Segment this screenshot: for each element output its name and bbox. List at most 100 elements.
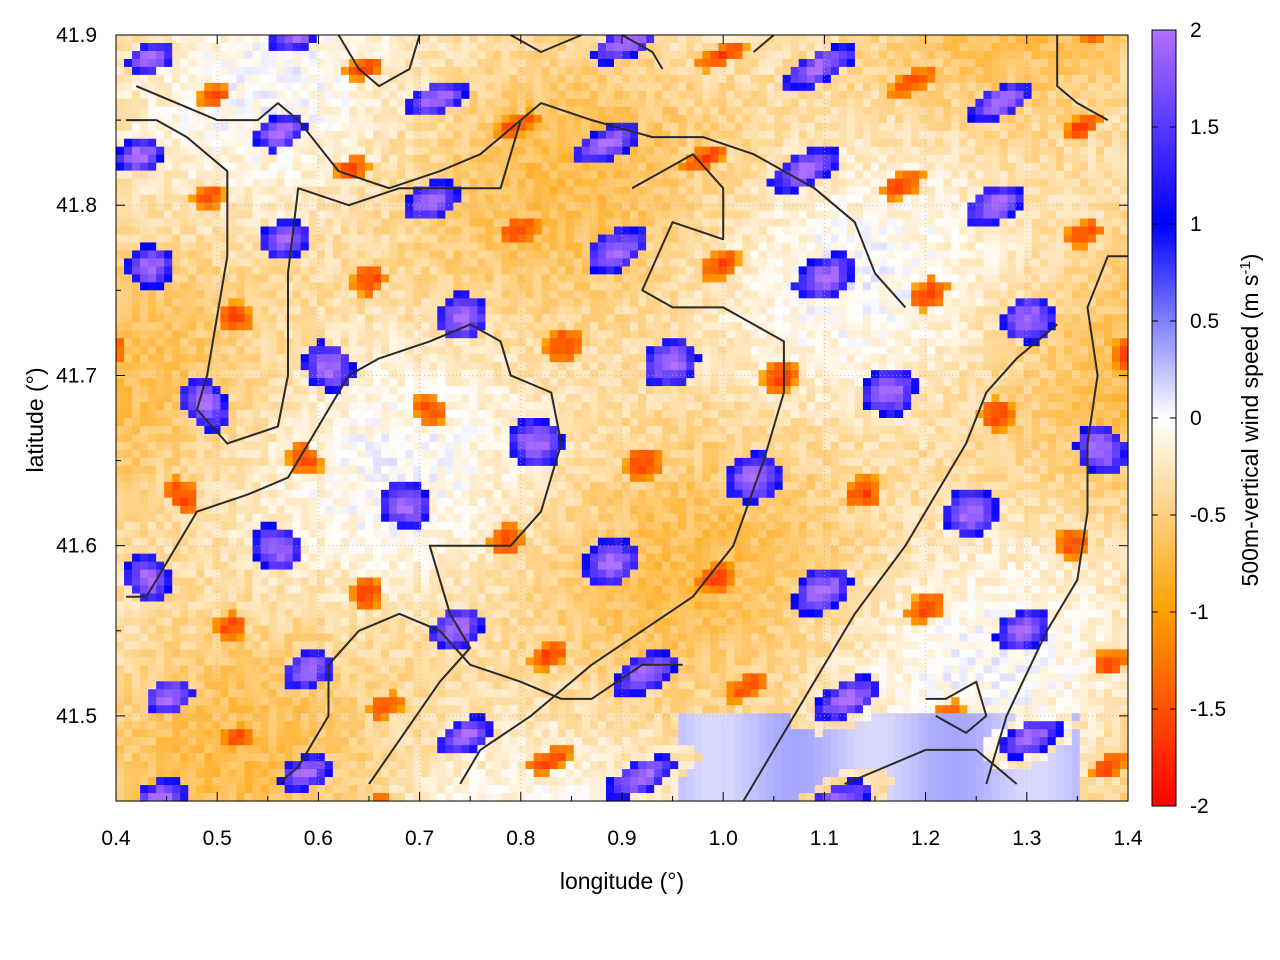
heatmap-cell: [951, 178, 960, 188]
heatmap-cell: [822, 282, 832, 291]
heatmap-cell: [774, 194, 784, 204]
heatmap-cell: [324, 146, 334, 156]
heatmap-cell: [919, 242, 928, 252]
heatmap-cell: [445, 314, 454, 323]
heatmap-cell: [597, 170, 607, 180]
heatmap-cell: [862, 146, 872, 156]
heatmap-cell: [975, 314, 985, 323]
heatmap-cell: [501, 234, 511, 244]
heatmap-cell: [541, 298, 551, 307]
heatmap-cell: [646, 114, 655, 124]
heatmap-cell: [501, 114, 511, 124]
heatmap-cell: [782, 122, 792, 132]
heatmap-cell: [477, 322, 487, 331]
heatmap-cell: [943, 106, 952, 116]
heatmap-cell: [557, 274, 567, 283]
heatmap-cell: [879, 74, 888, 84]
heatmap-cell: [919, 138, 928, 148]
heatmap-cell: [316, 338, 326, 347]
heatmap-cell: [477, 74, 487, 84]
heatmap-cell: [493, 50, 503, 60]
heatmap-cell: [148, 346, 157, 355]
heatmap-cell: [935, 50, 944, 60]
heatmap-cell: [236, 114, 246, 124]
heatmap-cell: [943, 162, 952, 172]
heatmap-cell: [485, 130, 495, 140]
heatmap-cell: [991, 242, 1001, 252]
heatmap-cell: [437, 298, 446, 307]
heatmap-cell: [862, 314, 872, 323]
heatmap-cell: [557, 306, 567, 315]
heatmap-cell: [413, 210, 422, 220]
heatmap-cell: [164, 314, 173, 323]
heatmap-cell: [1063, 194, 1073, 204]
heatmap-cell: [132, 210, 141, 220]
heatmap-cell: [726, 282, 736, 291]
heatmap-cell: [381, 42, 390, 52]
heatmap-cell: [742, 178, 752, 188]
heatmap-cell: [694, 194, 703, 204]
heatmap-cell: [549, 106, 559, 116]
heatmap-cell: [822, 234, 832, 244]
heatmap-cell: [870, 50, 880, 60]
heatmap-cell: [1047, 50, 1057, 60]
heatmap-cell: [244, 186, 254, 196]
heatmap-cell: [469, 338, 479, 347]
heatmap-cell: [830, 66, 840, 76]
heatmap-cell: [405, 74, 414, 84]
heatmap-cell: [525, 74, 535, 84]
heatmap-cell: [164, 90, 173, 100]
heatmap-cell: [846, 90, 856, 100]
heatmap-cell: [188, 210, 197, 220]
heatmap-cell: [790, 226, 800, 236]
heatmap-cell: [324, 90, 334, 100]
heatmap-cell: [903, 242, 912, 252]
heatmap-cell: [710, 154, 719, 164]
heatmap-cell: [1111, 226, 1121, 236]
heatmap-cell: [734, 50, 744, 60]
heatmap-cell: [638, 154, 647, 164]
heatmap-cell: [557, 130, 567, 140]
heatmap-cell: [686, 82, 695, 92]
heatmap-cell: [597, 114, 607, 124]
heatmap-cell: [565, 146, 575, 156]
heatmap-cell: [1007, 234, 1017, 244]
heatmap-cell: [774, 50, 784, 60]
heatmap-cell: [798, 35, 808, 44]
heatmap-cell: [806, 250, 816, 260]
heatmap-cell: [148, 178, 157, 188]
heatmap-cell: [774, 82, 784, 92]
heatmap-cell: [1119, 194, 1129, 204]
heatmap-cell: [220, 242, 230, 252]
heatmap-cell: [838, 50, 848, 60]
heatmap-cell: [1015, 266, 1025, 275]
heatmap-cell: [244, 178, 254, 188]
heatmap-cell: [461, 138, 470, 148]
heatmap-cell: [549, 74, 559, 84]
heatmap-cell: [164, 202, 173, 212]
heatmap-cell: [927, 114, 936, 124]
heatmap-cell: [348, 274, 358, 283]
heatmap-cell: [1071, 130, 1081, 140]
heatmap-cell: [509, 210, 519, 220]
heatmap-cell: [726, 210, 736, 220]
heatmap-cell: [332, 338, 342, 347]
heatmap-cell: [638, 290, 647, 299]
heatmap-cell: [413, 66, 422, 76]
heatmap-cell: [148, 138, 157, 148]
heatmap-cell: [268, 138, 278, 148]
heatmap-cell: [646, 146, 655, 156]
heatmap-cell: [726, 114, 736, 124]
heatmap-cell: [622, 218, 631, 228]
heatmap-cell: [220, 218, 230, 228]
heatmap-cell: [541, 186, 551, 196]
heatmap-cell: [694, 170, 703, 180]
heatmap-cell: [228, 218, 238, 228]
heatmap-cell: [172, 298, 181, 307]
heatmap-cell: [381, 298, 390, 307]
heatmap-cell: [116, 170, 125, 180]
heatmap-cell: [477, 338, 487, 347]
heatmap-cell: [790, 154, 800, 164]
heatmap-cell: [766, 322, 776, 331]
heatmap-cell: [830, 258, 840, 267]
